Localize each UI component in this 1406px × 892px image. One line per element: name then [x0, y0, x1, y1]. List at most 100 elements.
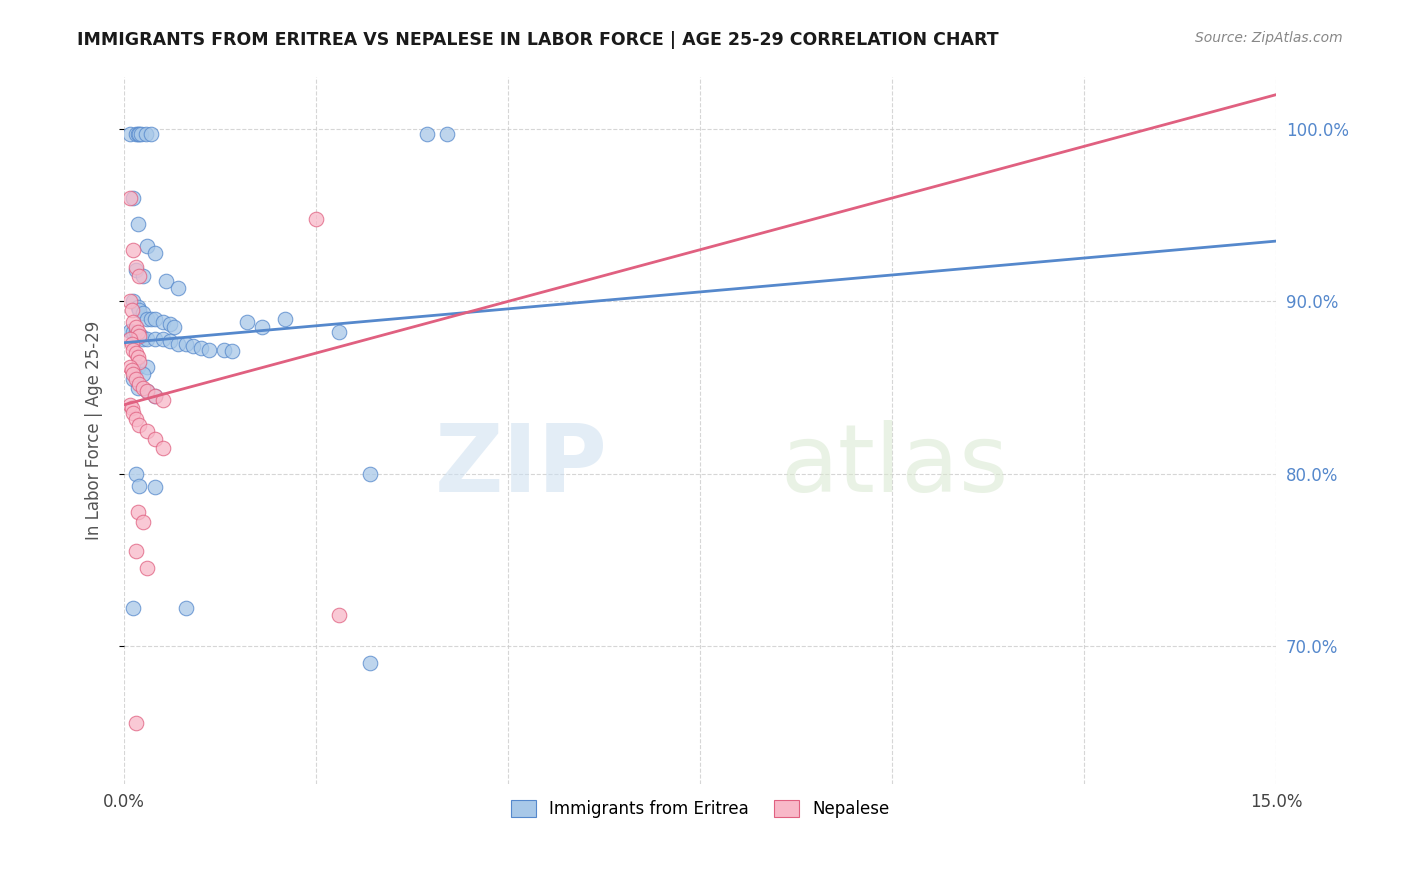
Point	[128, 268, 150, 283]
Point	[120, 398, 142, 412]
Point	[181, 339, 204, 353]
Legend: Immigrants from Eritrea, Nepalese: Immigrants from Eritrea, Nepalese	[505, 793, 896, 825]
Point	[152, 441, 174, 455]
Point	[436, 128, 458, 142]
Point	[132, 306, 155, 320]
Point	[136, 332, 159, 346]
Point	[136, 384, 159, 398]
Point	[174, 601, 197, 615]
Point	[128, 329, 150, 343]
Point	[121, 337, 143, 351]
Point	[122, 601, 145, 615]
Point	[143, 311, 166, 326]
Point	[124, 411, 146, 425]
Point	[136, 359, 159, 374]
Point	[127, 329, 149, 343]
Point	[359, 656, 381, 670]
Point	[127, 359, 149, 374]
Text: Source: ZipAtlas.com: Source: ZipAtlas.com	[1195, 31, 1343, 45]
Point	[136, 239, 159, 253]
Point	[122, 367, 145, 381]
Point	[120, 191, 142, 205]
Point	[122, 343, 145, 357]
Y-axis label: In Labor Force | Age 25-29: In Labor Force | Age 25-29	[86, 321, 103, 541]
Point	[252, 320, 274, 334]
Point	[143, 246, 166, 260]
Point	[122, 243, 145, 257]
Point	[127, 217, 149, 231]
Point	[132, 515, 155, 529]
Point	[122, 294, 145, 309]
Point	[121, 363, 143, 377]
Point	[274, 311, 297, 326]
Point	[124, 320, 146, 334]
Point	[124, 128, 146, 142]
Point	[124, 260, 146, 274]
Point	[136, 311, 159, 326]
Point	[127, 300, 149, 314]
Point	[167, 280, 190, 294]
Point	[328, 326, 350, 340]
Point	[122, 191, 145, 205]
Point	[159, 334, 181, 348]
Text: IMMIGRANTS FROM ERITREA VS NEPALESE IN LABOR FORCE | AGE 25-29 CORRELATION CHART: IMMIGRANTS FROM ERITREA VS NEPALESE IN L…	[77, 31, 998, 49]
Point	[221, 344, 243, 359]
Point	[163, 320, 186, 334]
Point	[122, 315, 145, 329]
Point	[143, 432, 166, 446]
Point	[124, 544, 146, 558]
Point	[120, 128, 142, 142]
Point	[236, 315, 259, 329]
Point	[174, 337, 197, 351]
Point	[359, 467, 381, 481]
Point	[121, 401, 143, 416]
Text: ZIP: ZIP	[434, 420, 607, 512]
Point	[127, 504, 149, 518]
Point	[122, 406, 145, 420]
Point	[122, 372, 145, 386]
Point	[155, 274, 177, 288]
Point	[190, 341, 212, 355]
Point	[328, 607, 350, 622]
Point	[128, 354, 150, 368]
Point	[127, 326, 149, 340]
Point	[143, 389, 166, 403]
Point	[152, 315, 174, 329]
Point	[212, 343, 235, 357]
Point	[120, 324, 142, 338]
Point	[124, 716, 146, 731]
Point	[129, 128, 152, 142]
Point	[124, 263, 146, 277]
Point	[159, 317, 181, 331]
Point	[135, 128, 157, 142]
Point	[120, 359, 142, 374]
Point	[128, 303, 150, 318]
Point	[127, 350, 149, 364]
Point	[136, 384, 159, 398]
Point	[121, 303, 143, 318]
Point	[143, 480, 166, 494]
Point	[197, 343, 219, 357]
Point	[132, 332, 155, 346]
Point	[128, 377, 150, 392]
Point	[305, 211, 328, 226]
Point	[128, 329, 150, 343]
Point	[136, 561, 159, 575]
Point	[128, 418, 150, 433]
Point	[128, 128, 150, 142]
Point	[128, 479, 150, 493]
Text: atlas: atlas	[780, 420, 1010, 512]
Point	[132, 380, 155, 394]
Point	[132, 367, 155, 381]
Point	[143, 332, 166, 346]
Point	[132, 268, 155, 283]
Point	[120, 294, 142, 309]
Point	[416, 128, 439, 142]
Point	[120, 332, 142, 346]
Point	[124, 467, 146, 481]
Point	[124, 326, 146, 340]
Point	[152, 332, 174, 346]
Point	[122, 326, 145, 340]
Point	[127, 128, 149, 142]
Point	[127, 380, 149, 394]
